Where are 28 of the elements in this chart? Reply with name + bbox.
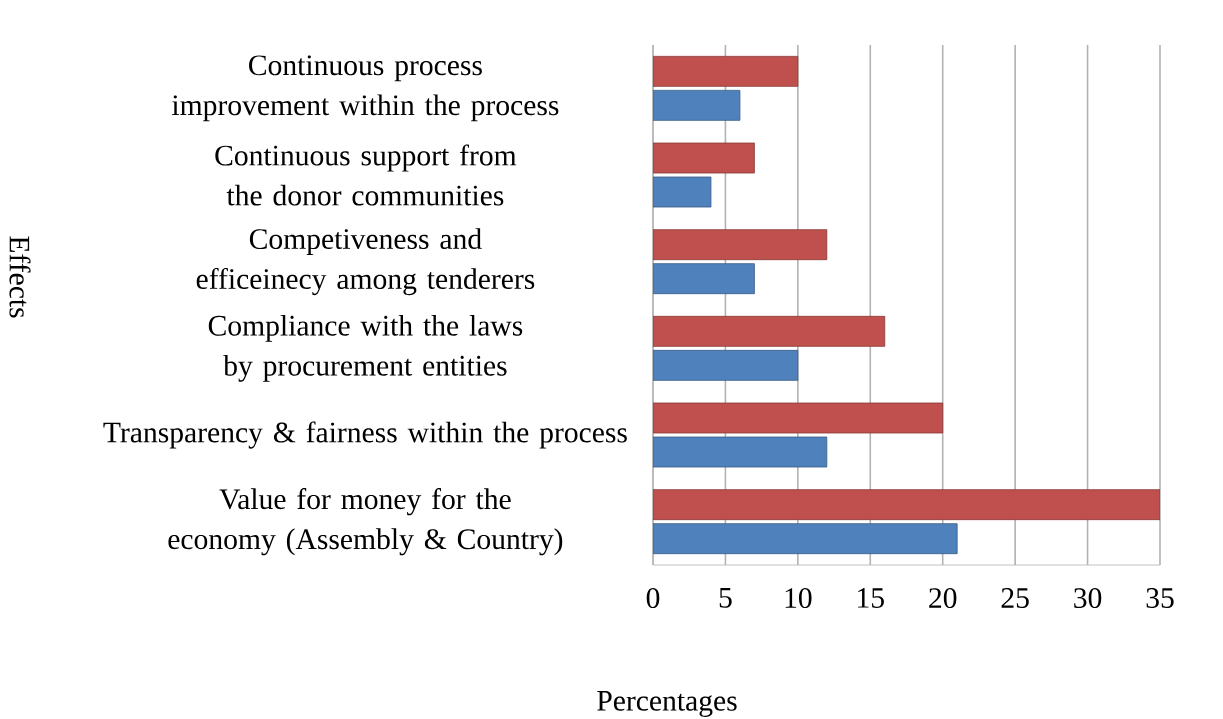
y-tick-label: Value for money for the economy (Assembly & Country) — [168, 488, 563, 556]
bar — [653, 263, 755, 295]
bar — [653, 349, 799, 381]
bar — [653, 229, 828, 261]
x-tick-label: 30 — [1074, 588, 1102, 609]
y-axis-title: Effects — [9, 236, 31, 318]
bar — [653, 489, 1160, 521]
bar — [653, 436, 828, 468]
y-tick-label: Compliance with the laws by procurement entities — [208, 314, 523, 382]
bar — [653, 176, 712, 208]
x-tick-label: 20 — [929, 588, 957, 609]
bar — [653, 315, 886, 347]
bar — [653, 402, 944, 434]
x-tick-label: 10 — [785, 588, 812, 609]
y-tick-label: Transparency & fairness within the process — [103, 421, 627, 449]
bar — [653, 89, 741, 121]
bar — [653, 523, 958, 555]
x-tick-label: 0 — [646, 588, 660, 609]
y-tick-label: Continuous process improvement within the process — [172, 55, 559, 122]
x-tick-label: 15 — [858, 588, 884, 608]
x-tick-label: 5 — [719, 588, 732, 608]
x-axis-title: Percentages — [597, 691, 737, 717]
y-tick-label: Competiveness and efficeinecy among tenderers — [196, 228, 535, 296]
x-tick-label: 25 — [1001, 588, 1029, 608]
x-tick-label: 35 — [1146, 588, 1174, 608]
bar — [653, 55, 799, 87]
bar — [653, 142, 755, 174]
y-tick-label: Continuous support from the donor communities — [215, 144, 517, 206]
